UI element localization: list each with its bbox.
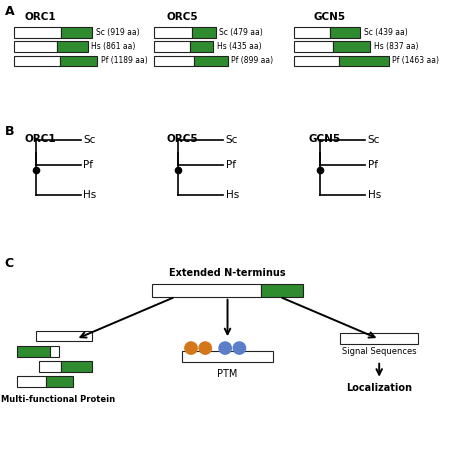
- Text: Sc: Sc: [83, 135, 96, 146]
- Text: Multi-functional Protein: Multi-functional Protein: [1, 395, 115, 404]
- Bar: [194, 56, 228, 66]
- Text: Pf: Pf: [83, 160, 93, 170]
- Bar: [61, 361, 92, 372]
- Circle shape: [199, 342, 211, 354]
- Text: Hs (435 aa): Hs (435 aa): [217, 42, 262, 51]
- Bar: [339, 56, 389, 66]
- Bar: [14, 27, 61, 38]
- Bar: [46, 376, 73, 387]
- Bar: [14, 41, 57, 52]
- Text: Signal Sequences: Signal Sequences: [342, 347, 417, 356]
- Bar: [333, 41, 370, 52]
- Text: ORC5: ORC5: [167, 134, 198, 144]
- Bar: [36, 331, 92, 341]
- Circle shape: [233, 342, 246, 354]
- Text: C: C: [5, 257, 14, 270]
- Text: B: B: [5, 125, 14, 138]
- Text: Hs: Hs: [368, 190, 381, 201]
- Text: Hs (861 aa): Hs (861 aa): [91, 42, 136, 51]
- Bar: [60, 56, 97, 66]
- Text: Pf (1463 aa): Pf (1463 aa): [392, 56, 439, 65]
- Bar: [190, 41, 213, 52]
- Bar: [61, 27, 92, 38]
- Bar: [261, 284, 303, 297]
- Bar: [340, 333, 419, 344]
- Text: Localization: Localization: [346, 383, 412, 393]
- Bar: [182, 351, 273, 362]
- Text: Hs: Hs: [226, 190, 239, 201]
- Text: Sc: Sc: [226, 135, 238, 146]
- Text: ORC1: ORC1: [25, 12, 56, 22]
- Bar: [294, 41, 333, 52]
- Text: ORC1: ORC1: [25, 134, 56, 144]
- Text: Hs: Hs: [83, 190, 97, 201]
- Text: ORC5: ORC5: [167, 12, 198, 22]
- Circle shape: [219, 342, 231, 354]
- Bar: [294, 27, 330, 38]
- Bar: [154, 41, 190, 52]
- Text: GCN5: GCN5: [313, 12, 346, 22]
- Text: Sc (919 aa): Sc (919 aa): [96, 28, 140, 37]
- Text: Pf: Pf: [226, 160, 236, 170]
- Bar: [152, 284, 261, 297]
- Bar: [154, 27, 192, 38]
- Text: Pf: Pf: [368, 160, 378, 170]
- Bar: [192, 27, 216, 38]
- Text: A: A: [5, 5, 14, 18]
- Bar: [294, 56, 339, 66]
- Circle shape: [185, 342, 197, 354]
- Text: Extended N-terminus: Extended N-terminus: [169, 268, 286, 278]
- Text: Hs (837 aa): Hs (837 aa): [374, 42, 418, 51]
- Text: Sc: Sc: [368, 135, 380, 146]
- Bar: [39, 361, 61, 372]
- Bar: [14, 56, 60, 66]
- Text: PTM: PTM: [218, 369, 237, 379]
- Bar: [17, 346, 50, 357]
- Bar: [154, 56, 194, 66]
- Bar: [17, 376, 46, 387]
- Bar: [330, 27, 360, 38]
- Text: Sc (479 aa): Sc (479 aa): [219, 28, 263, 37]
- Bar: [50, 346, 59, 357]
- Bar: [57, 41, 88, 52]
- Text: Pf (1189 aa): Pf (1189 aa): [101, 56, 148, 65]
- Text: GCN5: GCN5: [309, 134, 341, 144]
- Text: Pf (899 aa): Pf (899 aa): [231, 56, 273, 65]
- Text: Sc (439 aa): Sc (439 aa): [364, 28, 408, 37]
